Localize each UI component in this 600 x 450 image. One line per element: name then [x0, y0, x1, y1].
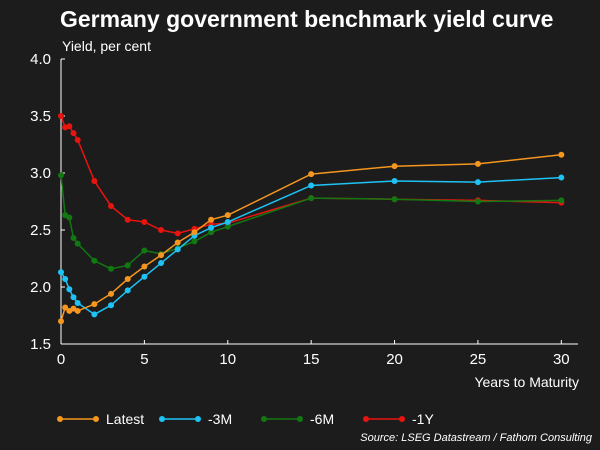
data-point-1y — [108, 203, 115, 210]
data-point-latest — [174, 239, 181, 246]
x-tick-label: 5 — [140, 351, 148, 368]
legend-label-1y: -1Y — [412, 411, 434, 427]
x-tick-label: 25 — [470, 351, 487, 368]
data-point-3m — [391, 177, 398, 184]
y-tick-label: 3.5 — [30, 108, 51, 125]
data-point-6m — [70, 234, 77, 241]
legend-label-3m: -3M — [208, 411, 233, 427]
data-point-3m — [558, 174, 565, 181]
legend-swatch-3m — [159, 416, 201, 422]
data-point-latest — [62, 304, 69, 311]
data-point-3m — [74, 299, 81, 306]
data-point-3m — [141, 273, 148, 280]
legend-swatch-marker — [297, 416, 303, 422]
legend-label-6m: -6M — [310, 411, 335, 427]
data-point-1y — [158, 227, 165, 233]
data-point-6m — [58, 172, 64, 179]
legend-swatch-6m — [261, 416, 303, 422]
x-tick-label: 20 — [386, 351, 403, 368]
data-point-3m — [158, 260, 165, 267]
x-axis-label: Years to Maturity — [474, 374, 579, 390]
x-tick-label: 30 — [553, 351, 570, 368]
y-tick-label: 1.5 — [30, 336, 51, 353]
data-point-1y — [70, 130, 77, 137]
data-point-latest — [58, 318, 64, 325]
data-point-1y — [66, 123, 73, 130]
legend-swatch-1y — [363, 416, 405, 422]
data-point-6m — [74, 240, 81, 247]
data-point-3m — [91, 311, 98, 318]
data-point-1y — [58, 113, 64, 119]
data-point-3m — [208, 224, 215, 231]
y-tick-label: 3.0 — [30, 165, 51, 182]
data-point-6m — [391, 196, 398, 203]
data-point-latest — [108, 290, 115, 297]
data-point-3m — [62, 276, 69, 283]
legend-item-6m: -6M — [260, 411, 362, 427]
legend-swatch-marker — [363, 416, 369, 422]
source-note: Source: LSEG Datastream / Fathom Consult… — [360, 432, 592, 444]
legend-swatch-marker — [93, 416, 99, 422]
x-tick-label: 10 — [219, 351, 236, 368]
data-point-1y — [91, 177, 98, 184]
legend-item-3m: -3M — [158, 411, 260, 427]
data-point-latest — [158, 252, 165, 259]
data-point-1y — [74, 136, 81, 143]
data-point-latest — [74, 307, 81, 314]
data-point-latest — [141, 263, 148, 270]
chart-title: Germany government benchmark yield curve — [60, 6, 554, 32]
data-point-6m — [66, 214, 73, 221]
data-point-1y — [124, 216, 131, 223]
data-point-6m — [308, 195, 315, 202]
legend-item-latest: Latest — [56, 411, 158, 427]
series-line-latest — [60, 154, 562, 322]
data-point-6m — [124, 262, 131, 269]
data-point-3m — [308, 182, 315, 189]
data-point-6m — [558, 197, 565, 204]
data-point-latest — [124, 276, 131, 283]
data-point-3m — [58, 269, 64, 276]
legend-swatch-latest — [57, 416, 99, 422]
data-point-latest — [558, 151, 565, 158]
data-point-3m — [474, 179, 481, 186]
legend-label-latest: Latest — [106, 411, 145, 427]
legend: Latest -3M -6M -1Y — [56, 411, 464, 427]
data-point-3m — [174, 246, 181, 253]
y-tick-label: 2.0 — [30, 279, 51, 296]
data-point-3m — [124, 287, 131, 294]
legend-swatch-marker — [159, 416, 165, 422]
data-point-1y — [141, 219, 148, 226]
data-point-3m — [70, 294, 77, 301]
data-point-6m — [91, 257, 98, 264]
legend-item-1y: -1Y — [362, 411, 464, 427]
x-tick-label: 0 — [57, 351, 65, 368]
data-point-3m — [224, 219, 231, 226]
data-point-latest — [474, 160, 481, 167]
data-point-latest — [224, 212, 231, 219]
data-point-latest — [208, 216, 215, 223]
series-line-6m — [60, 175, 562, 270]
legend-swatch-marker — [399, 416, 405, 422]
data-point-6m — [191, 238, 198, 245]
data-point-latest — [308, 171, 315, 178]
data-point-6m — [208, 229, 215, 236]
legend-swatch-marker — [57, 416, 63, 422]
data-point-6m — [141, 247, 148, 254]
data-point-latest — [91, 301, 98, 308]
data-point-6m — [474, 198, 481, 205]
legend-swatch-marker — [261, 416, 267, 422]
x-tick-label: 15 — [303, 351, 320, 368]
data-point-3m — [108, 302, 115, 309]
y-tick-label: 4.0 — [30, 51, 51, 68]
data-point-3m — [66, 286, 73, 293]
data-point-6m — [108, 265, 115, 272]
y-tick-label: 2.5 — [30, 222, 51, 239]
legend-swatch-marker — [195, 416, 201, 422]
data-point-6m — [224, 223, 231, 230]
data-point-1y — [174, 230, 181, 237]
y-axis-label: Yield, per cent — [62, 38, 151, 54]
data-point-latest — [191, 229, 198, 236]
data-point-latest — [391, 163, 398, 170]
